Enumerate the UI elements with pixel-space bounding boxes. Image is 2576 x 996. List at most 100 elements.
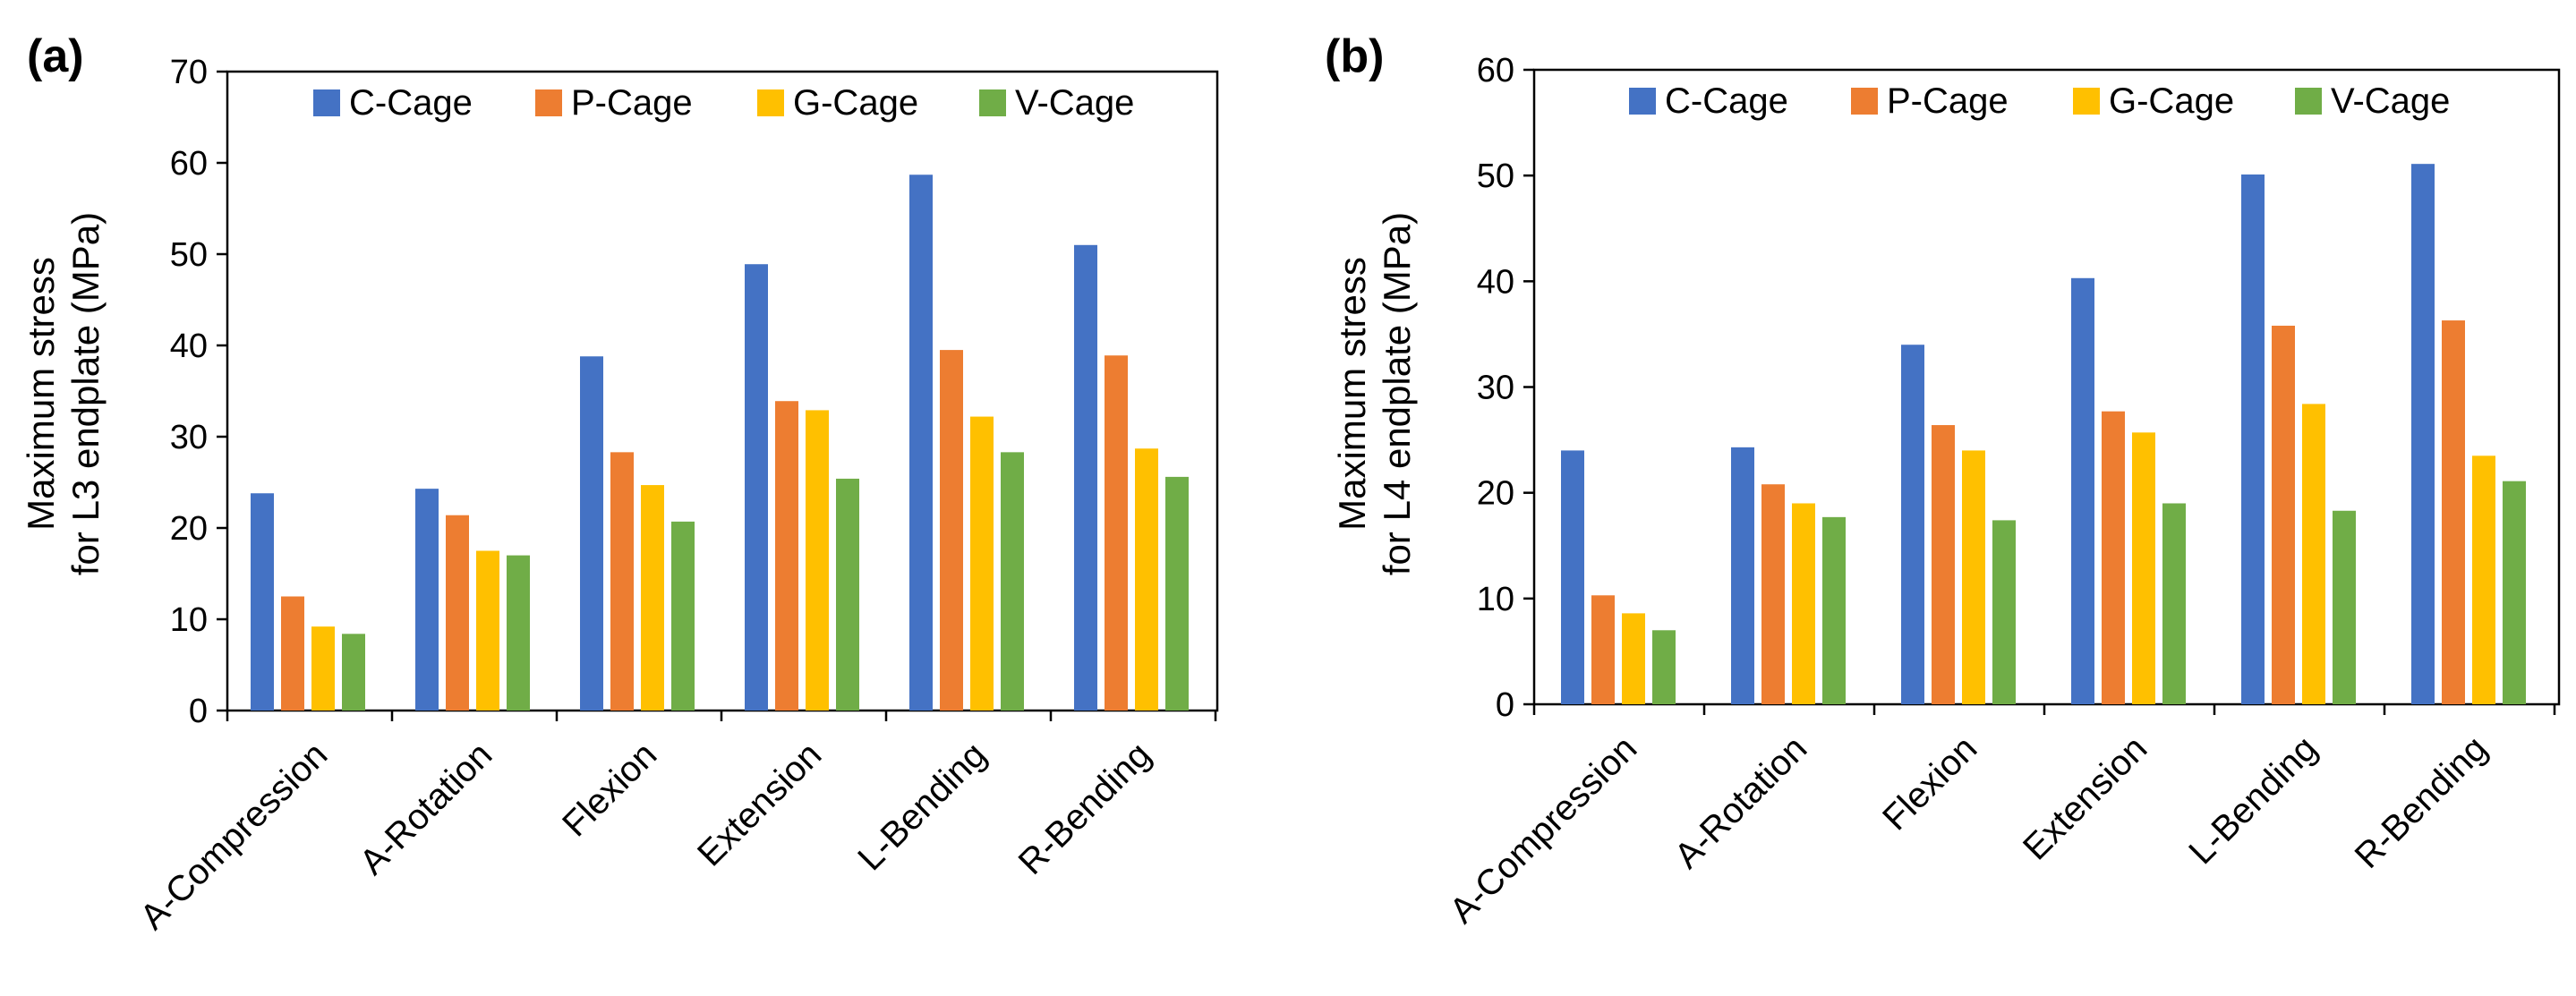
bar-c-cage-l-bending	[909, 175, 933, 711]
bar-g-cage-flexion	[641, 485, 664, 711]
bar-c-cage-a-compression	[251, 493, 274, 711]
x-category-label: A-Compression	[1442, 728, 1644, 931]
bar-c-cage-a-rotation	[1731, 447, 1754, 704]
bar-v-cage-l-bending	[2333, 510, 2356, 704]
bar-g-cage-r-bending	[1135, 448, 1158, 711]
x-category-label: R-Bending	[2348, 728, 2495, 876]
y-tick-label: 20	[1477, 475, 1514, 513]
legend-swatch-c-cage	[313, 89, 340, 116]
bar-v-cage-extension	[836, 478, 859, 711]
y-tick-label: 50	[170, 236, 208, 274]
legend-label-v-cage: V-Cage	[1015, 83, 1134, 123]
legend-label-v-cage: V-Cage	[2331, 81, 2450, 121]
bar-v-cage-extension	[2162, 503, 2186, 704]
x-category-label: R-Bending	[1011, 735, 1159, 882]
bar-p-cage-l-bending	[940, 350, 963, 711]
x-category-label: Extension	[2016, 728, 2154, 867]
legend-label-c-cage: C-Cage	[1665, 81, 1788, 121]
y-axis-title-a-line1: Maximum stress	[20, 257, 62, 531]
bar-c-cage-a-rotation	[415, 489, 439, 711]
legend-a: C-Cage P-Cage G-Cage V-Cage	[313, 83, 1134, 123]
x-category-label: Flexion	[555, 735, 664, 844]
x-category-label: L-Bending	[2181, 728, 2324, 872]
bar-g-cage-a-rotation	[1792, 503, 1815, 704]
bar-c-cage-extension	[2071, 277, 2094, 704]
legend-label-g-cage: G-Cage	[793, 83, 918, 123]
bar-v-cage-flexion	[671, 521, 695, 711]
panel-label-a: (a)	[27, 30, 84, 82]
bar-v-cage-r-bending	[2503, 481, 2526, 704]
bar-p-cage-extension	[2102, 411, 2125, 704]
bar-c-cage-r-bending	[2411, 164, 2435, 704]
panel-label-b: (b)	[1325, 30, 1384, 82]
bar-c-cage-flexion	[580, 356, 603, 711]
bar-c-cage-r-bending	[1074, 244, 1097, 711]
y-tick-label: 70	[170, 54, 208, 91]
y-tick-label: 60	[1477, 52, 1514, 89]
bar-g-cage-a-compression	[311, 626, 335, 711]
y-tick-label: 30	[170, 419, 208, 456]
bar-v-cage-a-compression	[1652, 630, 1676, 704]
y-axis-title-a-line2: for L3 endplate (MPa)	[64, 212, 107, 575]
bar-v-cage-a-rotation	[1822, 516, 1846, 704]
x-category-label: A-Rotation	[353, 735, 500, 882]
bar-v-cage-a-compression	[342, 634, 365, 711]
chart-panel-b: (b) Maximum stress for L4 endplate (MPa)…	[1325, 30, 2561, 931]
y-tick-label: 20	[170, 510, 208, 548]
legend-b: C-Cage P-Cage G-Cage V-Cage	[1629, 81, 2450, 121]
x-categories-a: A-Compression A-Rotation Flexion Extension L…	[132, 711, 1217, 937]
bar-v-cage-a-rotation	[507, 555, 530, 711]
legend-swatch-g-cage	[757, 89, 784, 116]
bar-p-cage-l-bending	[2272, 325, 2295, 704]
legend-swatch-p-cage	[1851, 88, 1878, 115]
bar-v-cage-r-bending	[1165, 476, 1189, 711]
legend-swatch-v-cage	[2295, 88, 2322, 115]
bars-a	[251, 175, 1189, 711]
bar-p-cage-a-rotation	[446, 515, 469, 711]
legend-label-g-cage: G-Cage	[2109, 81, 2234, 121]
legend-label-c-cage: C-Cage	[349, 83, 473, 123]
bar-p-cage-flexion	[610, 452, 634, 711]
legend-swatch-v-cage	[979, 89, 1006, 116]
y-tick-label: 10	[1477, 581, 1514, 618]
bar-p-cage-a-rotation	[1761, 484, 1785, 704]
y-tick-label: 0	[1496, 686, 1514, 724]
y-tick-label: 40	[170, 328, 208, 365]
bar-p-cage-r-bending	[1105, 355, 1128, 711]
y-tick-label: 40	[1477, 263, 1514, 301]
bar-p-cage-a-compression	[1591, 595, 1615, 704]
y-tick-label: 10	[170, 601, 208, 639]
y-tick-label: 60	[170, 145, 208, 183]
legend-swatch-p-cage	[535, 89, 562, 116]
legend-swatch-g-cage	[2073, 88, 2100, 115]
bar-p-cage-a-compression	[281, 596, 304, 711]
bar-c-cage-l-bending	[2241, 174, 2265, 705]
x-category-label: L-Bending	[850, 735, 994, 878]
bar-g-cage-a-rotation	[476, 550, 499, 711]
chart-panel-a: (a) Maximum stress for L3 endplate (MPa)…	[20, 30, 1219, 937]
legend-label-p-cage: P-Cage	[1887, 81, 2009, 121]
y-axis-title-b-line1: Maximum stress	[1331, 257, 1373, 531]
bar-p-cage-r-bending	[2442, 320, 2465, 704]
bar-g-cage-extension	[806, 410, 829, 711]
legend-label-p-cage: P-Cage	[571, 83, 693, 123]
bar-g-cage-l-bending	[970, 416, 994, 711]
x-category-label: A-Compression	[132, 735, 335, 937]
bars-b	[1561, 164, 2526, 705]
bar-c-cage-flexion	[1901, 345, 1924, 704]
bar-g-cage-l-bending	[2302, 404, 2325, 704]
plot-frame-b	[1532, 68, 2561, 706]
y-axis-title-b-line2: for L4 endplate (MPa)	[1376, 212, 1418, 575]
bar-v-cage-flexion	[1992, 520, 2016, 704]
bar-p-cage-flexion	[1932, 425, 1955, 704]
x-category-label: Flexion	[1875, 728, 1984, 838]
x-category-label: Extension	[690, 735, 829, 873]
bar-c-cage-extension	[745, 264, 768, 711]
y-ticks-b: 0 10 20 30 40 50 60	[1477, 52, 1534, 724]
bar-g-cage-extension	[2132, 432, 2155, 704]
y-tick-label: 30	[1477, 370, 1514, 407]
x-categories-b: A-Compression A-Rotation Flexion Extension L…	[1442, 704, 2556, 931]
x-category-label: A-Rotation	[1668, 728, 1815, 876]
bar-p-cage-extension	[775, 401, 798, 711]
